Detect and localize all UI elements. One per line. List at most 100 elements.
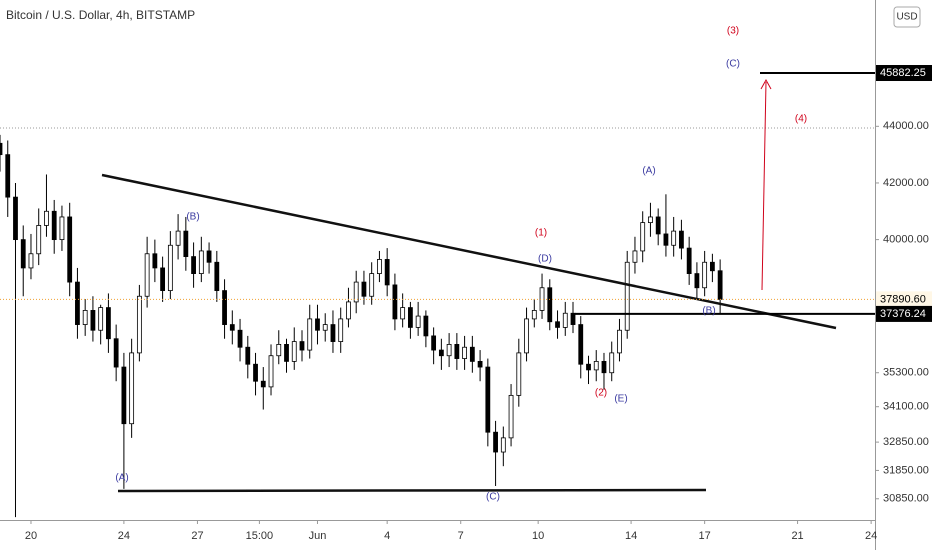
candle-body <box>446 344 452 357</box>
candle-body <box>129 352 135 425</box>
candle-body <box>175 230 181 246</box>
candle-body <box>655 216 661 235</box>
candle-body <box>469 346 475 362</box>
candle-body <box>245 346 251 365</box>
candle-body <box>82 310 88 325</box>
wave-label: (1) <box>535 228 547 239</box>
candle-body <box>229 324 235 331</box>
candle-body <box>601 360 607 374</box>
candle-body <box>144 253 150 297</box>
target-arrow-head <box>760 78 772 90</box>
candle-body <box>593 360 599 371</box>
candle-body <box>392 284 398 320</box>
candle-body <box>121 366 127 425</box>
candle-body <box>353 281 359 303</box>
candle-body <box>377 259 382 274</box>
candle-body <box>679 230 684 249</box>
x-tick-label: 24 <box>865 530 877 542</box>
candle-body <box>136 295 142 354</box>
candle-body <box>485 366 491 433</box>
candle-body <box>624 261 630 331</box>
candle-body <box>152 253 158 269</box>
price-label-box <box>876 65 932 82</box>
wave-label: (D) <box>538 254 552 265</box>
wave-label: (B) <box>702 306 715 317</box>
wave-label: (B) <box>186 212 199 223</box>
candle-body <box>44 210 49 226</box>
candle-body <box>346 301 351 320</box>
candle-body <box>423 315 429 337</box>
candle-body <box>253 363 258 382</box>
candle-body <box>717 270 723 300</box>
wave-label: (A) <box>115 473 128 484</box>
currency-button[interactable] <box>893 6 921 28</box>
candle-body <box>160 267 166 291</box>
candle-body <box>586 363 591 371</box>
x-tick-label: 20 <box>25 530 37 542</box>
candle-body <box>361 281 367 297</box>
candle-body <box>369 273 375 297</box>
y-tick-label: 31850.00 <box>883 464 929 476</box>
chart-title: Bitcoin / U.S. Dollar, 4h, BITSTAMP <box>6 8 195 22</box>
x-tick-label: 17 <box>699 530 711 542</box>
y-tick-label: 44000.00 <box>883 120 929 132</box>
support-line <box>117 488 707 493</box>
candle-body <box>315 318 320 331</box>
candle-body <box>330 324 336 342</box>
x-tick-label: Jun <box>309 530 327 542</box>
candle-body <box>299 341 305 351</box>
candle-body <box>663 233 669 246</box>
x-tick-label: 4 <box>384 530 390 542</box>
candle-body <box>570 312 576 325</box>
x-tick-label: 27 <box>191 530 203 542</box>
candle-body <box>694 273 700 289</box>
candle-body <box>431 335 437 351</box>
wave-label: (4) <box>795 114 807 125</box>
wave-label: (2) <box>595 388 607 399</box>
price-label: 37890.60 <box>880 293 926 305</box>
wave-label: (3) <box>727 26 739 37</box>
candle-body <box>36 225 42 255</box>
wave-label: (E) <box>614 394 627 405</box>
wave-label: (C) <box>726 59 740 70</box>
target-arrow <box>761 81 767 291</box>
candle-body <box>0 142 3 156</box>
candle-body <box>5 154 11 198</box>
price-label: 45882.25 <box>880 67 926 79</box>
candle-body <box>578 324 584 365</box>
candle-body <box>260 380 266 388</box>
candle-body <box>400 307 406 320</box>
candle-body <box>191 256 196 274</box>
candle-body <box>493 431 498 453</box>
wave-label: (A) <box>642 166 655 177</box>
candle-body <box>547 287 553 323</box>
y-tick-label: 34100.00 <box>883 401 929 413</box>
candle-body <box>671 230 677 246</box>
candle-body <box>75 281 80 325</box>
candle-body <box>617 329 622 354</box>
y-tick-label: 32850.00 <box>883 436 929 448</box>
candle-body <box>291 341 297 362</box>
candle-body <box>415 315 421 328</box>
candle-body <box>338 318 344 342</box>
x-tick-label: 10 <box>532 530 544 542</box>
candle-body <box>222 290 227 325</box>
candle-body <box>284 344 289 362</box>
candle-body <box>98 307 104 331</box>
candle-body <box>51 210 57 241</box>
candle-body <box>307 318 313 351</box>
candle-body <box>524 318 529 354</box>
candle-body <box>276 344 282 357</box>
candle-body <box>113 338 119 368</box>
candle-body <box>13 196 18 241</box>
x-tick-label: 14 <box>625 530 637 542</box>
candle-body <box>237 329 243 348</box>
candle-body <box>90 310 96 331</box>
candle-body <box>206 250 212 263</box>
trend-line <box>101 173 837 330</box>
candle-body <box>462 346 468 359</box>
y-tick-label: 42000.00 <box>883 177 929 189</box>
candle-body <box>562 312 568 328</box>
candle-body <box>686 247 692 274</box>
